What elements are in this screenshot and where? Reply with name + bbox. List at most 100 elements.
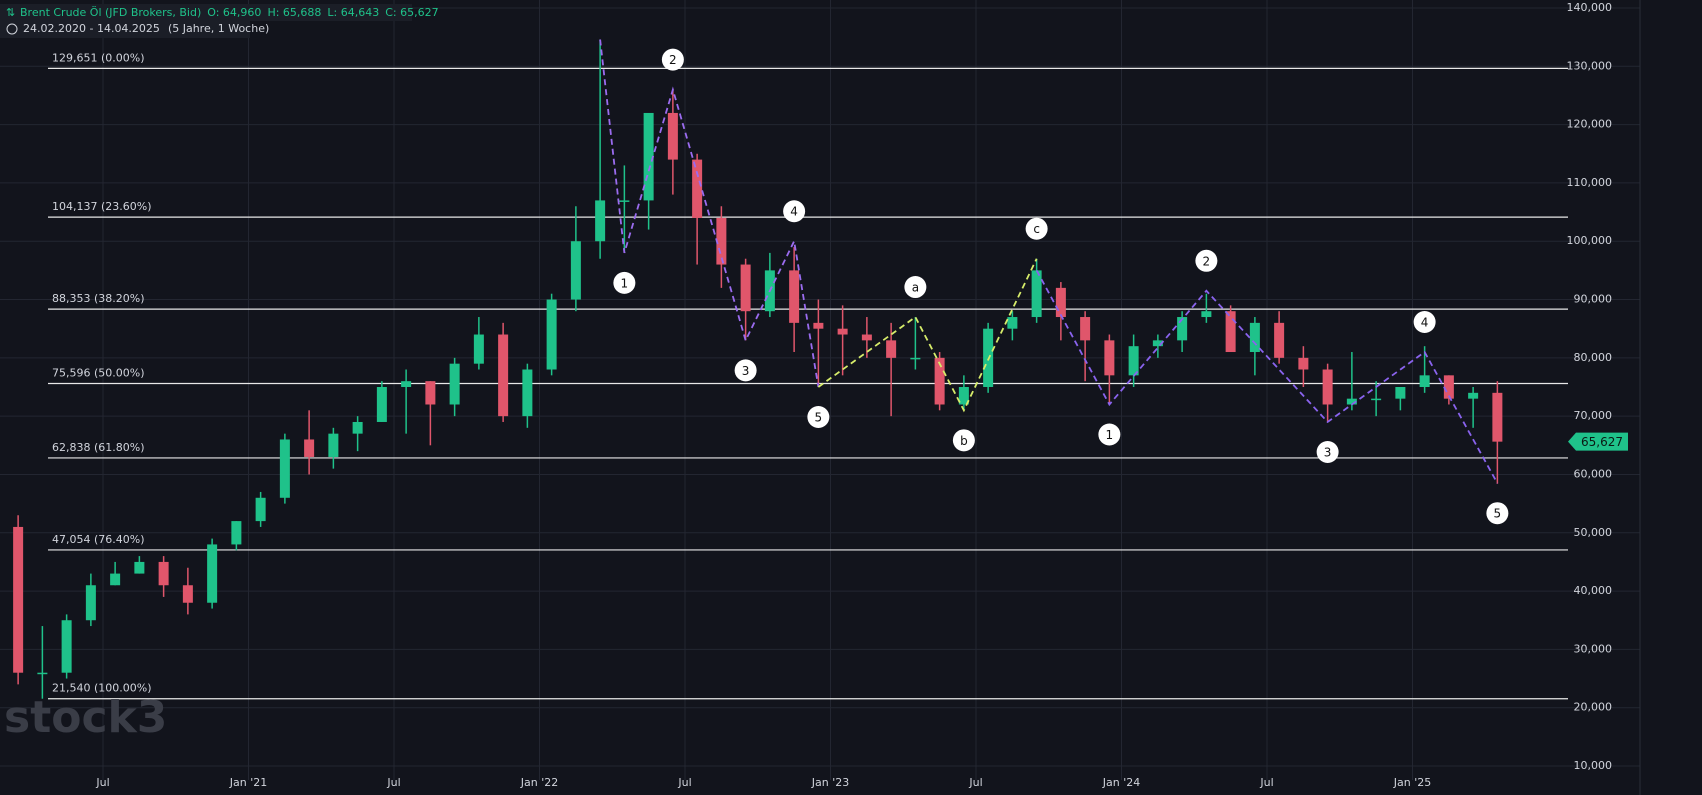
price-tag [1568,432,1628,451]
wave-marker [1413,311,1436,334]
wave-label: a [912,281,919,295]
candle-body [255,497,266,522]
y-tick-label: 20,000 [1574,701,1613,714]
candle-body [37,672,48,675]
candle-body [837,328,848,335]
range: 24.02.2020 - 14.04.2025 [23,22,160,35]
wave-line [599,39,820,388]
candle-body [328,433,339,457]
wave-line [1035,269,1499,484]
wave-label: 2 [1203,254,1211,268]
candle-body [1371,398,1382,401]
candle-body [498,334,509,417]
high: H: 65,688 [267,6,321,19]
candle-body [910,357,921,360]
candle-body [1249,322,1260,353]
candle-body [401,381,412,387]
header-title: Brent Crude Öl (JFD Brokers, Bid) O: 64,9… [20,6,439,19]
candle-body [570,241,581,300]
candle-body [1055,287,1066,318]
candle-body [546,299,557,370]
candle-body [158,561,169,586]
wave-marker [661,48,684,71]
y-tick-label: 50,000 [1574,526,1613,539]
y-tick-label: 70,000 [1574,409,1613,422]
x-tick-label: Jul [968,776,982,789]
candle-body [934,357,945,405]
y-tick-label: 100,000 [1567,234,1613,247]
header-bg [0,4,412,21]
candle-body [1128,346,1139,376]
wave-marker [1025,217,1048,240]
plot: 129,651 (0.00%) 104,137 (23.60%) 88,353 (3… [13,39,1628,700]
candle-body [182,585,193,603]
clock-icon [6,23,18,35]
candle-body [85,585,96,621]
y-tick-label: 90,000 [1574,293,1613,306]
wave-label: c [1033,222,1040,236]
y-tick-label: 60,000 [1574,467,1613,480]
x-tick-label: Jan '22 [520,776,558,789]
y-tick-label: 130,000 [1567,59,1613,72]
wave-label: b [960,434,968,448]
candle-body [1468,392,1479,399]
wave-label: 3 [1324,445,1332,459]
wave-marker [904,276,927,299]
wave-marker [807,406,830,428]
candle-body [958,387,969,405]
y-tick-label: 30,000 [1574,642,1613,655]
candle-body [473,334,484,364]
wave-label: 4 [1421,316,1429,330]
y-tick-label: 80,000 [1574,351,1613,364]
price-tag-label: 65,627 [1581,435,1623,449]
wave-line [817,258,1038,413]
fib-label: 88,353 (38.20%) [52,292,145,305]
wave-marker [1195,249,1218,272]
candle-body [1152,340,1163,347]
candle-body [134,561,145,574]
wave-label: 5 [1494,507,1502,521]
candle-body [13,526,24,673]
candle-body [1346,398,1357,405]
watermark: stock3 [4,692,167,743]
candle-body [376,387,387,422]
fib-label: 47,054 (76.40%) [52,533,145,546]
x-tick-label: Jul [677,776,691,789]
y-tick-label: 110,000 [1567,176,1613,189]
wave-label: 1 [621,276,629,290]
open: O: 64,960 [207,6,261,19]
y-tick-label: 120,000 [1567,118,1613,131]
candle-body [1395,387,1406,399]
candle-body [1177,317,1188,341]
candle-body [1298,357,1309,370]
fib-label: 75,596 (50.00%) [52,367,145,380]
y-tick-label: 140,000 [1567,1,1613,14]
wave-marker [1098,423,1121,446]
wave-label: 3 [742,364,750,378]
title: Brent Crude Öl (JFD Brokers, Bid) [20,6,201,19]
fib-label: 62,838 (61.80%) [52,441,145,454]
wave-label: 1 [1106,428,1114,442]
fib-label: 129,651 (0.00%) [52,51,145,64]
candle-body [449,363,460,405]
candle-body [1031,270,1042,318]
candle-body [619,200,630,202]
candle-body [1201,311,1212,318]
wave-label: 4 [790,205,798,219]
wave-marker [952,429,975,452]
x-tick-label: Jan '25 [1393,776,1431,789]
candle-body [667,112,678,160]
candle-body [207,544,218,603]
x-tick-label: Jan '24 [1102,776,1140,789]
low: L: 64,643 [327,6,379,19]
candle-body [716,217,727,265]
grid: 140,000130,000120,000110,000100,00090,00… [0,0,1640,789]
candle-body [740,264,751,312]
candle-body [1492,392,1503,442]
candle-body [522,369,533,417]
candle-body [1274,322,1285,358]
wave-marker [1316,440,1339,463]
y-tick-label: 10,000 [1574,759,1613,772]
candle-body [110,573,121,586]
